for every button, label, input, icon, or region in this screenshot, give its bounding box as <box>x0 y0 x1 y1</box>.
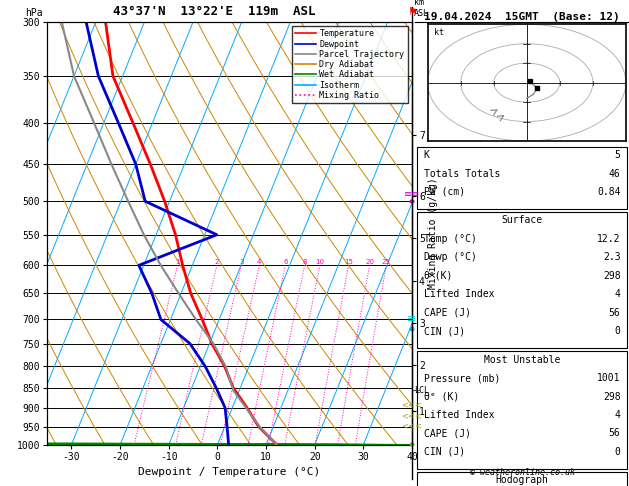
Text: ≡: ≡ <box>408 314 416 325</box>
Text: 6: 6 <box>283 260 287 265</box>
Text: 4: 4 <box>257 260 262 265</box>
Text: 12.2: 12.2 <box>597 234 620 244</box>
X-axis label: Dewpoint / Temperature (°C): Dewpoint / Temperature (°C) <box>138 467 321 477</box>
Text: 43°37'N  13°22'E  119m  ASL: 43°37'N 13°22'E 119m ASL <box>113 5 315 17</box>
Text: ⚑: ⚑ <box>407 7 417 17</box>
Text: CAPE (J): CAPE (J) <box>424 308 470 318</box>
Text: Surface: Surface <box>501 215 543 226</box>
Text: 2: 2 <box>214 260 219 265</box>
Text: 3: 3 <box>239 260 243 265</box>
Text: CIN (J): CIN (J) <box>424 447 465 457</box>
Text: 298: 298 <box>603 392 620 401</box>
Text: hPa: hPa <box>25 8 43 17</box>
Text: Lifted Index: Lifted Index <box>424 410 494 420</box>
Text: km
ASL: km ASL <box>414 0 429 17</box>
Text: 1: 1 <box>175 260 180 265</box>
Text: 56: 56 <box>609 308 620 318</box>
Text: Temp (°C): Temp (°C) <box>424 234 477 244</box>
Text: CAPE (J): CAPE (J) <box>424 429 470 438</box>
Text: Dewp (°C): Dewp (°C) <box>424 252 477 262</box>
Text: Totals Totals: Totals Totals <box>424 169 500 178</box>
Text: θᵉ(K): θᵉ(K) <box>424 271 453 281</box>
Bar <box>417 472 627 486</box>
Text: 1001: 1001 <box>597 373 620 383</box>
Text: 20: 20 <box>365 260 374 265</box>
Legend: Temperature, Dewpoint, Parcel Trajectory, Dry Adiabat, Wet Adiabat, Isotherm, Mi: Temperature, Dewpoint, Parcel Trajectory… <box>292 26 408 103</box>
Text: LCL: LCL <box>414 386 429 395</box>
Text: 19.04.2024  15GMT  (Base: 12): 19.04.2024 15GMT (Base: 12) <box>424 12 620 22</box>
Text: 10: 10 <box>315 260 325 265</box>
Text: 56: 56 <box>609 429 620 438</box>
Text: 4: 4 <box>615 410 620 420</box>
Text: kt: kt <box>435 28 444 37</box>
Text: 8: 8 <box>303 260 307 265</box>
Text: 4: 4 <box>615 289 620 299</box>
Bar <box>417 212 627 348</box>
Text: 2.3: 2.3 <box>603 252 620 262</box>
Text: 25: 25 <box>382 260 391 265</box>
Text: 15: 15 <box>344 260 353 265</box>
Text: K: K <box>424 150 430 160</box>
Y-axis label: Mixing Ratio (g/kg): Mixing Ratio (g/kg) <box>428 177 438 289</box>
Text: CIN (J): CIN (J) <box>424 326 465 336</box>
Text: <<<
<<<
<<<: <<< <<< <<< <box>401 400 423 430</box>
Bar <box>417 147 627 209</box>
Text: 0: 0 <box>615 326 620 336</box>
Text: PW (cm): PW (cm) <box>424 187 465 197</box>
Text: 0: 0 <box>615 447 620 457</box>
Text: θᵉ (K): θᵉ (K) <box>424 392 459 401</box>
Bar <box>417 351 627 469</box>
Text: 46: 46 <box>609 169 620 178</box>
Text: © weatheronline.co.uk: © weatheronline.co.uk <box>470 468 574 477</box>
Text: Lifted Index: Lifted Index <box>424 289 494 299</box>
Text: 298: 298 <box>603 271 620 281</box>
Text: Hodograph: Hodograph <box>496 475 548 486</box>
Text: ≡≡: ≡≡ <box>404 189 420 199</box>
Text: 5: 5 <box>615 150 620 160</box>
Text: Most Unstable: Most Unstable <box>484 355 560 364</box>
Text: Pressure (mb): Pressure (mb) <box>424 373 500 383</box>
Text: 0.84: 0.84 <box>597 187 620 197</box>
